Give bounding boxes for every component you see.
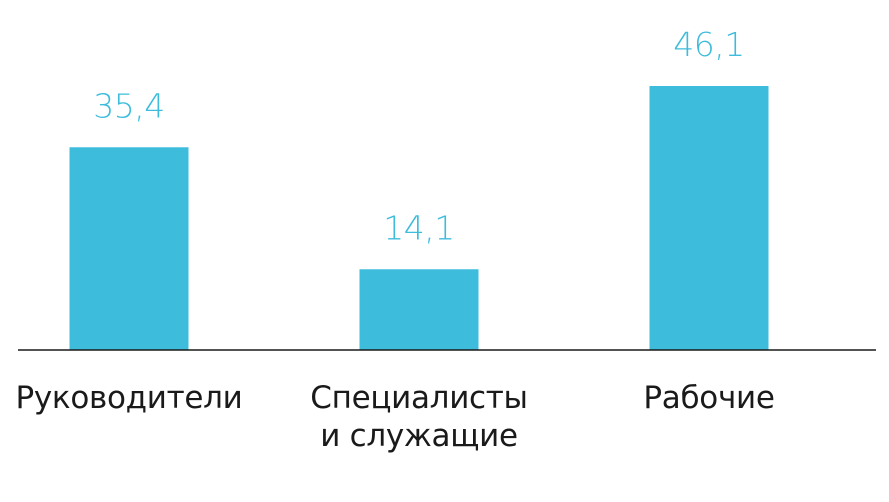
category-label-3: Рабочие <box>643 380 774 416</box>
value-label-1: 35,4 <box>93 86 164 125</box>
category-labels-layer: Руководители Специалисты и служащие Рабочие <box>15 380 774 454</box>
category-label-2: Специалисты и служащие <box>310 380 527 454</box>
bar-2 <box>359 269 479 350</box>
value-label-2: 14,1 <box>383 208 454 247</box>
category-label-2-line-1: Специалисты <box>310 380 527 416</box>
bars-layer <box>69 86 769 350</box>
bar-3 <box>649 86 769 350</box>
category-label-2-line-2: и служащие <box>320 418 518 454</box>
category-label-3-line-1: Рабочие <box>643 380 774 416</box>
category-label-1-line-1: Руководители <box>15 380 242 416</box>
category-label-1: Руководители <box>15 380 242 416</box>
bar-1 <box>69 147 189 350</box>
value-labels-layer: 35,4 14,1 46,1 <box>93 25 745 247</box>
value-label-3: 46,1 <box>673 25 744 64</box>
